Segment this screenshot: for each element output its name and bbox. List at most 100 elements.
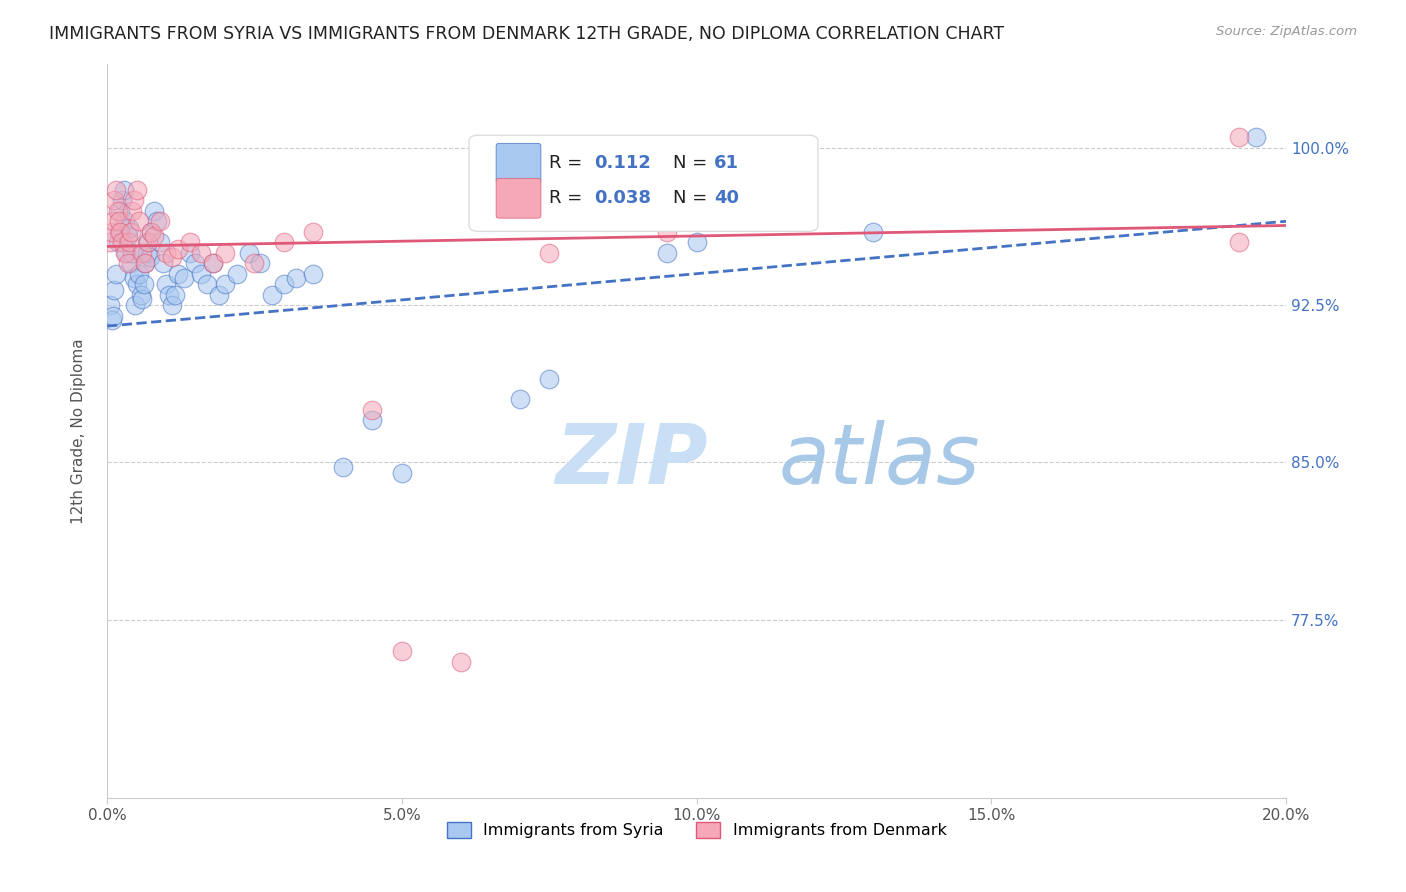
Point	[122, 194, 145, 208]
Point	[273, 277, 295, 292]
Point	[208, 287, 231, 301]
Point	[202, 256, 225, 270]
Point	[107, 203, 129, 218]
Point	[190, 245, 212, 260]
Point	[131, 292, 153, 306]
Text: R =: R =	[550, 189, 588, 207]
Point	[179, 235, 201, 250]
Point	[509, 392, 531, 407]
Point	[166, 242, 188, 256]
Text: atlas: atlas	[779, 420, 980, 500]
Point	[238, 245, 260, 260]
Point	[1227, 130, 1250, 145]
Point	[302, 225, 325, 239]
Point	[111, 194, 134, 208]
Point	[104, 183, 127, 197]
Point	[107, 235, 129, 250]
Point	[120, 225, 142, 239]
Point	[121, 203, 143, 218]
Point	[173, 271, 195, 285]
Point	[98, 298, 121, 312]
Point	[655, 245, 678, 260]
Text: ZIP: ZIP	[555, 420, 707, 500]
Point	[108, 214, 131, 228]
FancyBboxPatch shape	[496, 178, 541, 219]
Point	[121, 245, 143, 260]
FancyBboxPatch shape	[470, 136, 818, 231]
Point	[361, 413, 384, 427]
Point	[101, 309, 124, 323]
Point	[128, 214, 150, 228]
Point	[101, 225, 124, 239]
Text: N =: N =	[673, 154, 713, 172]
FancyBboxPatch shape	[496, 144, 541, 183]
Point	[134, 256, 156, 270]
Point	[538, 245, 561, 260]
Point	[115, 245, 138, 260]
Point	[131, 245, 153, 260]
Text: IMMIGRANTS FROM SYRIA VS IMMIGRANTS FROM DENMARK 12TH GRADE, NO DIPLOMA CORRELAT: IMMIGRANTS FROM SYRIA VS IMMIGRANTS FROM…	[49, 25, 1004, 43]
Point	[108, 225, 131, 239]
Point	[146, 214, 169, 228]
Point	[302, 267, 325, 281]
Point	[108, 225, 131, 239]
Point	[262, 287, 284, 301]
Point	[136, 245, 159, 260]
Point	[125, 277, 148, 292]
Point	[685, 235, 707, 250]
Point	[111, 235, 134, 250]
Point	[128, 267, 150, 281]
Point	[184, 256, 207, 270]
Point	[243, 256, 266, 270]
Point	[1246, 130, 1268, 145]
Point	[538, 371, 561, 385]
Text: 0.112: 0.112	[593, 154, 651, 172]
Point	[141, 225, 163, 239]
Point	[160, 298, 183, 312]
Point	[132, 277, 155, 292]
Point	[122, 271, 145, 285]
Point	[117, 229, 139, 244]
Point	[108, 203, 131, 218]
Point	[149, 214, 172, 228]
Point	[391, 644, 413, 658]
Point	[655, 225, 678, 239]
Point	[155, 277, 177, 292]
Point	[273, 235, 295, 250]
Point	[112, 183, 135, 197]
Point	[124, 298, 146, 312]
Point	[118, 235, 141, 250]
Y-axis label: 12th Grade, No Diploma: 12th Grade, No Diploma	[72, 338, 86, 524]
Point	[332, 459, 354, 474]
Point	[152, 256, 174, 270]
Point	[214, 277, 236, 292]
Point	[450, 655, 472, 669]
Point	[101, 214, 124, 228]
Point	[190, 267, 212, 281]
Point	[149, 235, 172, 250]
Point	[114, 245, 136, 260]
Text: 0.038: 0.038	[593, 189, 651, 207]
Point	[1227, 235, 1250, 250]
Point	[114, 214, 136, 228]
Point	[862, 225, 884, 239]
Point	[118, 220, 141, 235]
Point	[195, 277, 218, 292]
Text: 40: 40	[714, 189, 740, 207]
Point	[138, 250, 160, 264]
Point	[103, 284, 125, 298]
Point	[138, 235, 160, 250]
Text: 61: 61	[714, 154, 740, 172]
Point	[179, 245, 201, 260]
Point	[138, 235, 160, 250]
Text: R =: R =	[550, 154, 588, 172]
Point	[98, 235, 121, 250]
Point	[117, 256, 139, 270]
Point	[143, 203, 166, 218]
Point	[225, 267, 247, 281]
Point	[104, 267, 127, 281]
Point	[129, 287, 152, 301]
Point	[101, 313, 124, 327]
Point	[249, 256, 271, 270]
Point	[214, 245, 236, 260]
